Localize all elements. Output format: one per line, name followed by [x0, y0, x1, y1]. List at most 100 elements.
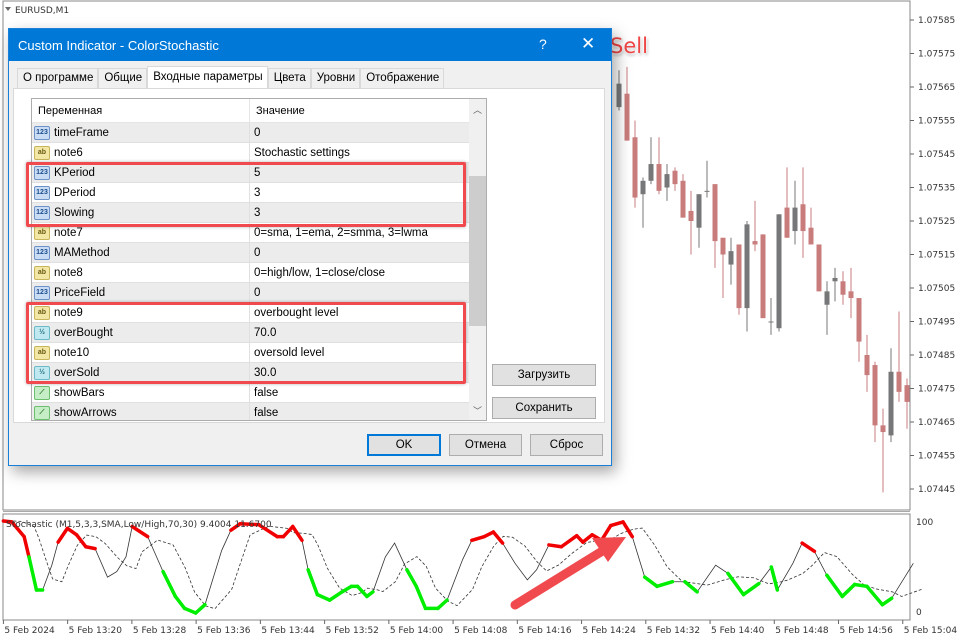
candle	[808, 207, 814, 245]
reset-button[interactable]: Сброс	[530, 434, 603, 456]
overbought-segment	[257, 522, 279, 539]
candle	[848, 267, 854, 319]
overbought-segment	[130, 524, 150, 539]
parameter-row[interactable]: 123 MAMethod 0	[32, 242, 486, 263]
overbought-segment	[9, 520, 26, 539]
value-cell[interactable]: oversold level	[254, 346, 325, 359]
candle-body	[896, 371, 902, 392]
parameter-row[interactable]: ⟋ showArrows false	[32, 402, 486, 420]
value-cell[interactable]: 5	[254, 166, 261, 179]
value-cell[interactable]: false	[254, 406, 279, 419]
candle-body	[792, 207, 798, 232]
num-type-icon: 123	[34, 125, 50, 140]
str-type-icon: ab	[34, 305, 50, 320]
value-cell[interactable]: Stochastic settings	[254, 146, 350, 159]
oversold-segment	[726, 571, 746, 597]
tab-0[interactable]: О программе	[17, 68, 99, 88]
variable-cell: 123 DPeriod	[32, 182, 250, 203]
oversold-segment	[825, 573, 845, 599]
scroll-down-icon[interactable]: ﹀	[473, 406, 483, 416]
parameter-row[interactable]: ⟋ showBars false	[32, 382, 486, 403]
price-axis: 1.07585 1.07575 1.07565 1.07555 1.07545 1.075…	[910, 16, 955, 495]
candle	[712, 184, 718, 268]
candle	[744, 221, 750, 332]
tab-5[interactable]: Отображение	[360, 68, 445, 88]
chart-menu-triangle-icon[interactable]	[5, 7, 11, 11]
value-cell[interactable]: 3	[254, 186, 261, 199]
parameter-row[interactable]: ½ overSold 30.0	[32, 362, 486, 383]
help-icon[interactable]: ?	[539, 36, 547, 52]
price-label: 1.07455	[918, 452, 955, 462]
time-label: 5 Feb 13:36	[197, 626, 251, 636]
candle-body	[632, 137, 638, 198]
parameter-row[interactable]: ab note8 0=high/low, 1=close/close	[32, 262, 486, 283]
parameters-grid: Переменная Значение 123 timeFrame 0 ab note6…	[31, 98, 487, 421]
price-label: 1.07475	[918, 385, 955, 395]
parameter-row[interactable]: 123 timeFrame 0	[32, 122, 486, 143]
parameter-row[interactable]: ½ overBought 70.0	[32, 322, 486, 343]
dialog-titlebar[interactable]: Custom Indicator - ColorStochastic ? ✕	[9, 29, 611, 61]
scroll-up-icon[interactable]: ︿	[473, 105, 483, 115]
custom-indicator-dialog: Custom Indicator - ColorStochastic ? ✕ О…	[8, 28, 612, 466]
value-cell[interactable]: false	[254, 386, 279, 399]
variable-cell: ab note8	[32, 262, 250, 283]
overbought-segment	[621, 520, 635, 539]
oversold-segment	[306, 568, 320, 597]
candle	[736, 244, 742, 315]
variable-cell: ⟋ showBars	[32, 382, 250, 403]
candle-body	[680, 180, 686, 218]
candle-body	[816, 244, 822, 292]
value-cell[interactable]: 0	[254, 126, 261, 139]
price-label: 1.07575	[918, 50, 955, 60]
column-header-value[interactable]: Значение	[256, 104, 305, 117]
parameter-row[interactable]: 123 KPeriod 5	[32, 162, 486, 183]
variable-name: MAMethod	[54, 246, 110, 259]
grid-scrollbar[interactable]: ︿ ﹀	[469, 99, 486, 420]
candle-body	[712, 184, 718, 242]
time-label: 5 Feb 13:44	[261, 626, 315, 636]
overbought-segment	[22, 534, 31, 559]
candle	[840, 271, 846, 305]
close-icon[interactable]: ✕	[581, 34, 596, 53]
value-cell[interactable]: 0=high/low, 1=close/close	[254, 266, 386, 279]
parameter-row[interactable]: ab note7 0=sma, 1=ema, 2=smma, 3=lwma	[32, 222, 486, 243]
column-header-variable[interactable]: Переменная	[32, 99, 250, 123]
candle	[784, 167, 790, 238]
price-label: 1.07585	[918, 16, 955, 26]
parameter-row[interactable]: 123 PriceField 0	[32, 282, 486, 303]
parameter-row[interactable]: 123 Slowing 3	[32, 202, 486, 223]
candle	[680, 174, 686, 218]
value-cell[interactable]: 0=sma, 1=ema, 2=smma, 3=lwma	[254, 226, 428, 239]
tab-4[interactable]: Уровни	[310, 68, 361, 88]
value-cell[interactable]: 0	[254, 246, 261, 259]
candle	[816, 244, 822, 292]
candle-body	[880, 425, 886, 433]
parameter-row[interactable]: ab note6 Stochastic settings	[32, 142, 486, 163]
variable-name: overSold	[54, 366, 100, 379]
time-label: 5 Feb 13:20	[69, 626, 123, 636]
candle	[872, 361, 878, 443]
tab-1[interactable]: Общие	[98, 68, 148, 88]
value-cell[interactable]: 30.0	[254, 366, 277, 379]
tab-2[interactable]: Входные параметры	[147, 66, 268, 88]
candle-body	[688, 210, 694, 221]
bool-type-icon: ⟋	[34, 405, 50, 420]
parameter-row[interactable]: 123 DPeriod 3	[32, 182, 486, 203]
parameter-row[interactable]: ab note10 oversold level	[32, 342, 486, 363]
parameter-row[interactable]: ab note9 overbought level	[32, 302, 486, 323]
scrollbar-thumb[interactable]	[469, 176, 486, 326]
value-cell[interactable]: 70.0	[254, 326, 277, 339]
overbought-segment	[84, 545, 97, 551]
candle-body	[752, 241, 758, 245]
oversold-segment	[642, 575, 659, 589]
value-cell[interactable]: overbought level	[254, 306, 339, 319]
load-button[interactable]: Загрузить	[492, 364, 596, 386]
cancel-button[interactable]: Отмена	[449, 434, 522, 456]
value-cell[interactable]: 0	[254, 286, 261, 299]
value-cell[interactable]: 3	[254, 206, 261, 219]
ok-button[interactable]: OK	[367, 434, 441, 456]
save-button[interactable]: Сохранить	[492, 397, 596, 419]
tab-3[interactable]: Цвета	[267, 68, 311, 88]
variable-name: timeFrame	[54, 126, 109, 139]
candle-body	[704, 190, 710, 192]
